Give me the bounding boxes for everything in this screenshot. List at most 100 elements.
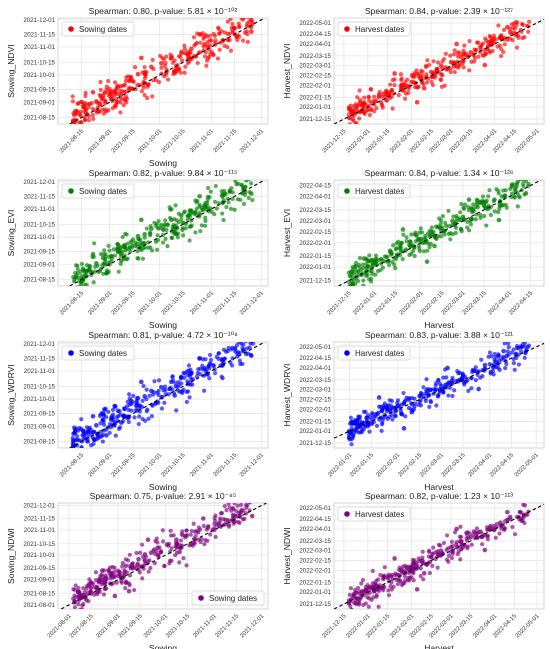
data-point <box>230 28 235 33</box>
x-tick-label: 2022-05-01 <box>515 128 541 154</box>
data-point <box>424 388 429 393</box>
data-point <box>412 396 417 401</box>
data-point <box>450 218 455 224</box>
data-point <box>78 119 84 124</box>
data-point <box>414 587 420 592</box>
data-point <box>361 278 366 283</box>
x-tick-label: 2022-05-01 <box>514 452 540 478</box>
data-point <box>458 210 463 215</box>
data-point <box>184 399 189 405</box>
data-point <box>152 220 157 225</box>
data-point <box>241 347 246 352</box>
trend-line <box>334 342 544 439</box>
data-point <box>132 587 137 593</box>
data-point <box>174 537 179 542</box>
data-point <box>87 263 92 269</box>
data-point <box>350 267 356 272</box>
data-point <box>234 182 239 187</box>
trend-line <box>338 180 542 286</box>
data-point <box>75 267 80 272</box>
data-point <box>99 568 105 573</box>
data-point <box>248 503 252 504</box>
legend-box <box>337 21 411 37</box>
data-point <box>430 82 436 88</box>
data-point <box>430 563 435 568</box>
y-axis-label: Harvest_EVI <box>282 209 292 257</box>
y-tick-label: 2022-02-01 <box>299 567 331 574</box>
data-point <box>434 236 439 242</box>
data-point <box>421 577 426 582</box>
data-point <box>452 388 457 393</box>
data-point <box>237 358 243 363</box>
data-point <box>371 595 376 600</box>
data-point <box>94 437 99 442</box>
data-point <box>380 265 386 270</box>
data-point <box>444 547 449 553</box>
data-point <box>168 528 173 533</box>
data-point <box>122 406 127 412</box>
data-point <box>475 205 481 210</box>
data-point <box>189 208 194 214</box>
y-tick-label: 2022-03-01 <box>299 63 331 70</box>
data-point <box>390 417 395 422</box>
data-point <box>122 82 127 88</box>
data-point <box>468 375 474 381</box>
y-tick-label: 2021-09-01 <box>23 261 55 268</box>
data-point <box>120 560 125 566</box>
data-point <box>443 220 448 225</box>
data-point <box>357 591 362 597</box>
data-point <box>212 526 217 531</box>
data-point <box>112 80 118 85</box>
data-point <box>250 325 254 329</box>
data-point <box>420 80 425 85</box>
data-point <box>115 84 121 90</box>
y-tick-label: 2021-12-15 <box>299 601 331 608</box>
data-point <box>245 39 250 45</box>
data-point <box>136 421 141 427</box>
data-point <box>219 193 224 198</box>
data-point <box>80 266 86 272</box>
data-point <box>142 92 147 98</box>
data-point <box>162 74 167 79</box>
data-point <box>440 214 446 219</box>
legend: Harvest dates <box>337 506 411 522</box>
data-point <box>194 200 199 205</box>
trend-line <box>69 180 265 286</box>
data-point <box>382 565 387 570</box>
data-point <box>482 362 488 368</box>
data-point <box>141 240 146 245</box>
y-tick-label: 2022-03-01 <box>299 218 331 225</box>
data-point <box>413 239 418 244</box>
data-point <box>373 256 378 262</box>
data-point <box>353 102 359 107</box>
data-point <box>122 98 128 103</box>
data-point <box>126 86 131 91</box>
data-point <box>207 352 213 358</box>
data-point <box>82 109 87 114</box>
data-point <box>458 557 463 562</box>
x-tick-label: 2021-09-15 <box>118 613 144 639</box>
data-point <box>191 35 197 40</box>
x-tick-label: 2021-11-15 <box>213 452 239 478</box>
y-tick-label: 2022-04-01 <box>299 365 331 372</box>
data-points <box>70 18 255 124</box>
data-point <box>189 46 194 52</box>
data-point <box>413 230 418 235</box>
data-point <box>397 246 403 251</box>
data-point <box>249 29 254 34</box>
data-point <box>142 394 147 399</box>
data-point <box>520 22 525 27</box>
data-point <box>479 357 484 362</box>
data-point <box>249 353 254 358</box>
data-point <box>81 601 86 607</box>
trend-line <box>69 342 265 448</box>
data-point <box>399 240 404 246</box>
y-tick-label: 2021-10-01 <box>23 552 55 559</box>
data-point <box>355 95 360 100</box>
data-point <box>87 101 92 107</box>
y-tick-label: 2021-10-15 <box>23 221 55 228</box>
data-point <box>502 42 507 47</box>
y-tick-label: 2021-12-01 <box>23 502 55 509</box>
y-tick-label: 2021-08-15 <box>23 115 55 122</box>
chart-title: Spearman: 0.75, p-value: 2.91 × 10⁻⁸⁵ <box>90 491 237 501</box>
